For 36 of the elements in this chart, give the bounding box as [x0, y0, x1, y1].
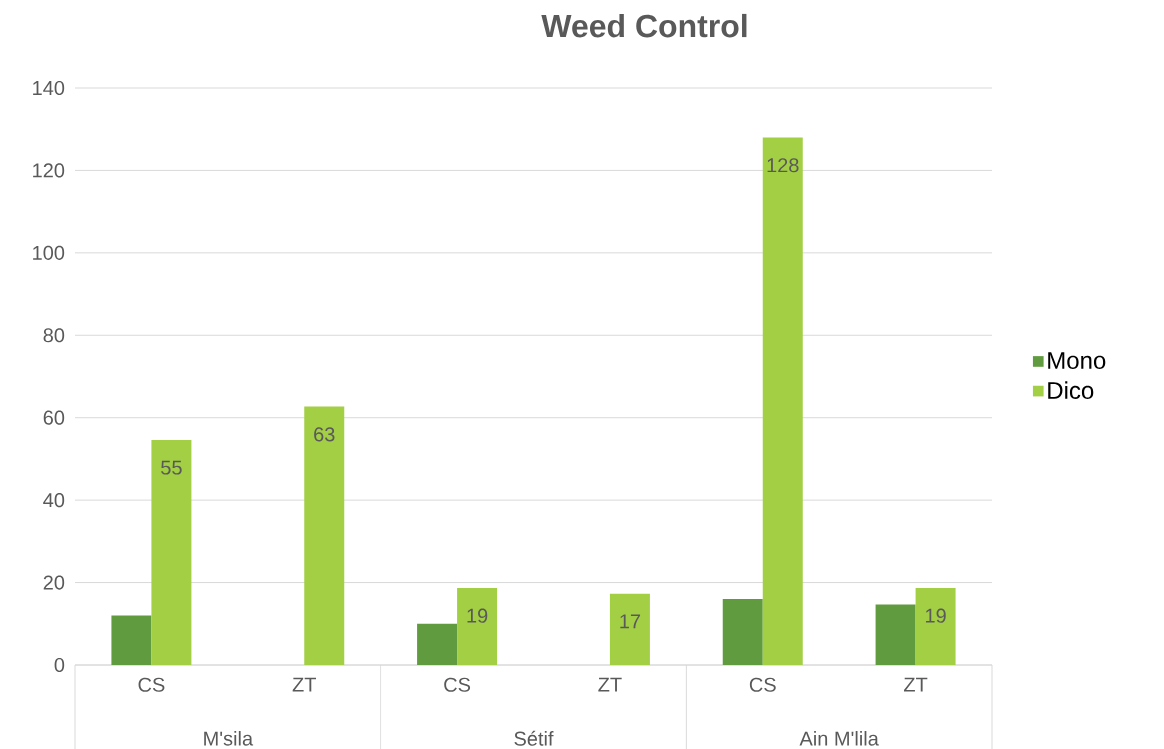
x-tick-label: CS — [444, 677, 471, 692]
y-tick-label: 0 — [54, 657, 65, 673]
data-label: 19 — [467, 608, 488, 623]
bar — [915, 587, 956, 665]
y-tick-label: 40 — [43, 493, 65, 508]
y-tick-label: 60 — [43, 410, 65, 425]
bar — [457, 587, 498, 665]
bar — [609, 593, 650, 665]
chart-title: Weed Control — [541, 13, 747, 38]
data-label: 19 — [925, 608, 946, 623]
legend-label: Dico — [1048, 381, 1094, 399]
legend-label: Mono — [1048, 352, 1106, 369]
bar — [722, 599, 763, 665]
x-tick-label: ZT — [598, 677, 622, 692]
bar — [111, 615, 152, 665]
y-tick-label: 80 — [43, 328, 65, 343]
y-tick-label: 20 — [43, 575, 65, 590]
data-label: 128 — [767, 158, 799, 173]
text: M'sila — [204, 730, 254, 746]
bar — [875, 604, 916, 665]
y-tick-label: 120 — [33, 163, 65, 178]
text: Ain M'lila — [799, 730, 879, 746]
x-tick-label: CS — [138, 677, 165, 692]
bar — [417, 623, 458, 665]
bar — [762, 137, 803, 665]
y-tick-label: 140 — [33, 80, 65, 96]
data-label: 17 — [620, 614, 641, 629]
bar — [151, 439, 192, 665]
x-tick-label: ZT — [903, 677, 928, 692]
bar — [304, 406, 345, 665]
text: Sétif — [514, 730, 554, 746]
x-tick-label: CS — [749, 677, 776, 692]
x-tick-label: ZT — [292, 677, 317, 692]
y-tick-label: 100 — [33, 245, 65, 260]
data-label: 55 — [161, 460, 182, 475]
data-label: 63 — [314, 427, 335, 442]
